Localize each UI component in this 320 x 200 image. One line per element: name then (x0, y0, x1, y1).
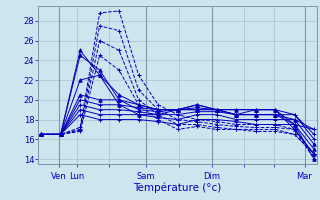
X-axis label: Température (°c): Température (°c) (133, 182, 222, 193)
